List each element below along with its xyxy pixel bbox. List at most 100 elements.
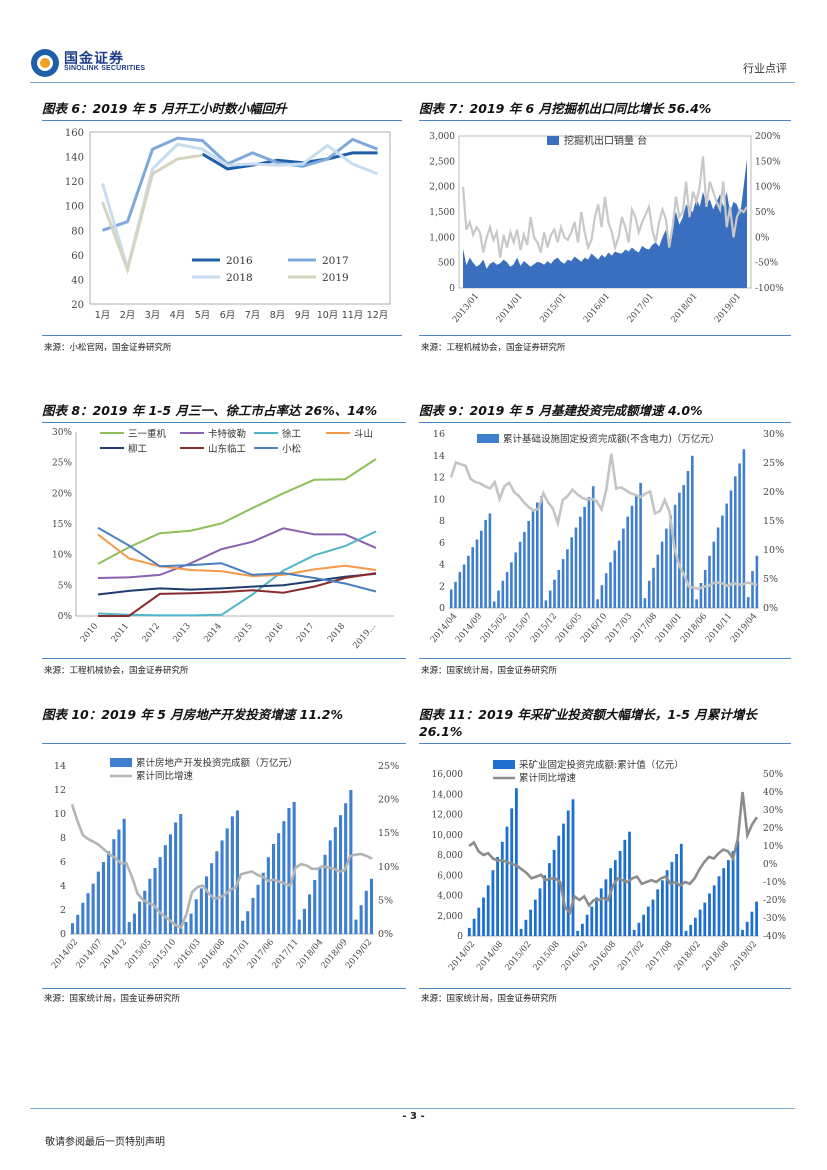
bar [524,919,528,936]
bar [632,929,636,936]
bar [574,527,578,608]
bar [703,569,707,608]
bar [562,823,565,936]
bar [669,515,672,608]
legend-label: 柳工 [128,443,148,455]
legend-label: 累计基础设施固定投资完成额(不含电力)（万亿元） [503,433,719,445]
bar [686,471,690,608]
bar [604,879,608,936]
bar [590,906,594,936]
legend-label: 小松 [282,443,302,455]
bar [571,799,575,936]
bar [158,857,162,934]
y-tick-label: 0% [58,612,73,622]
x-tick-label: 2011 [110,622,132,645]
bar [527,521,530,608]
bar [210,863,214,934]
bar [734,476,737,608]
bar [684,930,688,936]
y-right-tick: 20% [763,824,783,834]
bar [529,909,532,936]
y-right-tick: 25% [378,761,399,772]
y-right-tick: -20% [763,896,786,906]
y-right-tick: 10% [378,862,399,873]
bar [168,834,172,934]
bar [107,851,111,934]
bar [628,831,631,936]
bar [272,844,276,934]
y-left-tick: 2 [60,905,66,916]
footer-rule [30,1108,795,1109]
bar [557,835,561,936]
bar [647,580,651,608]
panel-9: 图表 9：2019 年 5 月基建投资完成额增速 4.0% 0 2 4 6 8 10 12 1… [419,402,791,682]
y-tick-label: 10% [52,551,72,561]
x-tick-label: 2018/01 [669,292,699,325]
bar [623,839,627,936]
bar [96,871,100,934]
bar [122,818,126,934]
bar [101,862,105,934]
source-rule [42,335,402,336]
y-right-tick: 30% [763,806,783,816]
bar [467,555,470,608]
y-right-tick: -50% [755,259,778,269]
bar [497,590,500,608]
bar [557,569,561,608]
bar [184,922,188,934]
disclaimer: 敬请参阅最后一页特别声明 [45,1137,165,1148]
bar [741,929,744,936]
y-tick-label: 60 [71,251,84,262]
x-tick-label: 2018/08 [701,940,731,973]
y-left-tick: 4 [439,560,445,571]
y-right-tick: 0% [763,603,778,614]
bar [646,906,650,936]
bar [637,922,641,936]
y-right-tick: 25% [763,458,784,469]
bar [712,885,716,936]
chart-11: 0 2,000 4,000 6,000 8,000 10,000 12,000 14,000 1… [432,759,787,973]
bar [566,810,570,936]
bar [454,581,457,608]
bar [673,504,677,608]
bar [519,928,523,936]
bar [725,503,728,608]
y-left-tick: 12,000 [432,811,464,821]
bar [665,870,669,936]
panel-7: 图表 7：2019 年 6 月挖掘机出口同比增长 56.4% 0 500 1,000… [419,100,791,362]
legend-label: 2018 [226,272,253,284]
bar [609,868,612,936]
bar [596,599,599,608]
y-right-tick: 5% [378,895,393,906]
y-left-tick: 4,000 [437,892,463,902]
bar [579,516,582,608]
y-left-tick: 1,500 [429,208,455,218]
y-left-tick: 0 [457,932,463,942]
legend-swatch [110,758,132,767]
series-line-卡特彼勒 [97,527,377,579]
bar [531,511,535,608]
bar [302,908,306,934]
bar [604,573,608,608]
bar [475,539,479,608]
bar [523,531,526,608]
bar [148,878,152,934]
bar [163,845,167,934]
x-tick-label: 2017/02 [616,940,646,973]
x-tick-label: 2017/08 [644,940,674,973]
bar [708,555,711,608]
bar [583,506,586,608]
x-tick-label: 2010 [79,622,101,645]
y-left-tick: 6,000 [437,871,463,881]
y-left-tick: 1,000 [429,233,455,243]
y-right-tick: 0% [378,929,393,940]
y-left-tick: 14,000 [432,790,464,800]
bar [682,485,685,608]
bar [544,600,548,608]
bar [132,913,136,934]
legend-label: 采矿业固定投资完成额:累计值（亿元） [519,759,684,771]
bar [179,814,183,934]
page-number: - 3 - [402,1111,425,1122]
source-note: 来源：小松官网，国金证券研究所 [44,343,172,353]
bar [533,899,537,936]
